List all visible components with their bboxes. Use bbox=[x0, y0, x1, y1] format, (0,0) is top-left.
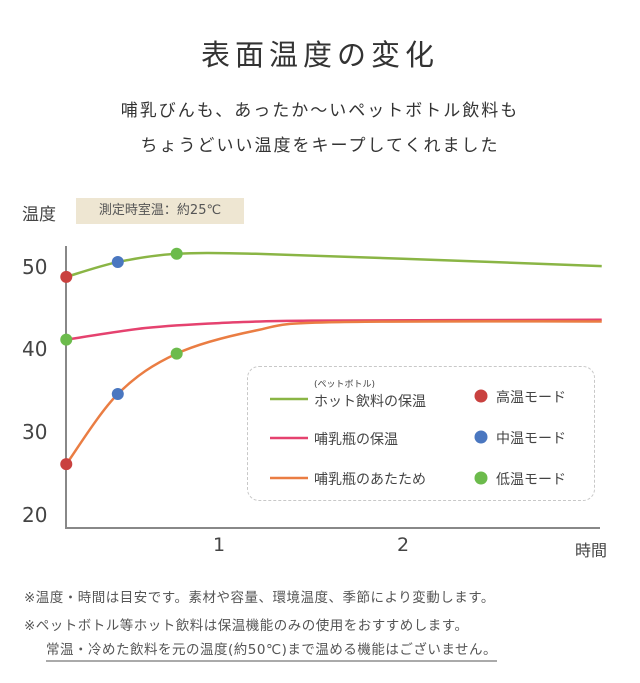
note-3: 常温・冷めた飲料を元の温度(約50℃)まで温める機能はございません。 bbox=[46, 638, 497, 662]
legend-mode-label: 中温モード bbox=[496, 431, 566, 447]
mode-marker-low bbox=[170, 247, 183, 260]
mode-marker-low bbox=[60, 333, 73, 346]
legend: (ペットボトル) ホット飲料の保温 哺乳瓶の保温 哺乳瓶のあたため 高温モード … bbox=[247, 366, 595, 501]
subtitle-line-2: ちょうどいい温度をキープしてくれました bbox=[140, 136, 500, 156]
legend-label: ホット飲料の保温 bbox=[314, 394, 426, 410]
mode-marker-mid bbox=[111, 388, 124, 401]
y-axis-label: 温度 bbox=[22, 205, 56, 225]
x-tick-label: 2 bbox=[397, 534, 410, 556]
note-2: ※ペットボトル等ホット飲料は保温機能のみの使用をおすすめします。 bbox=[24, 618, 469, 634]
y-tick-label: 40 bbox=[22, 337, 48, 361]
room-temp-note: 測定時室温：約25℃ bbox=[76, 198, 244, 224]
note-1: ※温度・時間は目安です。素材や容量、環境温度、季節により変動します。 bbox=[24, 590, 495, 606]
mode-marker-low bbox=[170, 347, 183, 360]
legend-dot-mid bbox=[474, 430, 488, 444]
page-title: 表面温度の変化 bbox=[200, 38, 439, 72]
legend-note: (ペットボトル) bbox=[314, 380, 376, 390]
y-tick-label: 20 bbox=[22, 503, 48, 527]
mode-marker-high bbox=[60, 270, 73, 283]
legend-dot-high bbox=[474, 389, 488, 403]
subtitle-line-1: 哺乳びんも、あったか〜いペットボトル飲料も bbox=[120, 101, 520, 121]
legend-mode-label: 低温モード bbox=[496, 472, 566, 488]
series-line-0 bbox=[65, 251, 602, 279]
legend-mode-label: 高温モード bbox=[496, 390, 566, 406]
x-tick-label: 1 bbox=[213, 534, 226, 556]
x-axis-label: 時間 bbox=[575, 541, 608, 560]
legend-label: 哺乳瓶の保温 bbox=[314, 432, 398, 448]
legend-dot-low bbox=[474, 471, 488, 485]
mode-marker-mid bbox=[111, 256, 124, 269]
y-tick-label: 50 bbox=[22, 255, 48, 279]
series-line-1 bbox=[66, 318, 602, 341]
mode-marker-high bbox=[60, 458, 73, 471]
y-tick-label: 30 bbox=[22, 420, 48, 444]
legend-label: 哺乳瓶のあたため bbox=[314, 472, 426, 488]
